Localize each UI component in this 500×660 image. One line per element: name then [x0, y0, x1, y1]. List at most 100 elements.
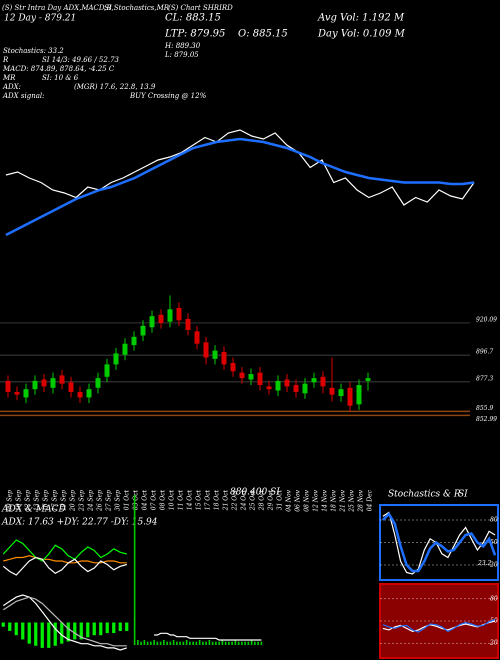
bar — [211, 641, 214, 645]
candle-body — [5, 380, 11, 392]
candle-body — [194, 331, 200, 344]
panel-title: Stochastics & R — [388, 490, 461, 500]
x-tick-label: 30 Sep — [115, 490, 122, 511]
header-high: H: 889.30 — [164, 42, 201, 50]
x-tick-label: 01 Oct — [124, 489, 131, 510]
candle-body — [203, 342, 209, 358]
bar — [133, 495, 136, 645]
candle-body — [158, 314, 164, 324]
header-rsi: SI 14/3: 49.66 / 52.73 — [42, 56, 120, 64]
candle-body — [77, 391, 83, 398]
header-mrsi: SI: 10 & 6 — [42, 74, 79, 82]
bar — [53, 622, 57, 646]
bar — [143, 640, 146, 645]
bar — [66, 622, 70, 642]
bar — [118, 622, 122, 631]
panel-subtitle: 880.400 SI — [230, 488, 280, 498]
x-tick-label: 14 Nov — [322, 489, 329, 511]
x-tick-label: 07 Oct — [151, 489, 158, 510]
x-tick-label: 14 Oct — [187, 489, 194, 510]
panel-subtitle: ADX: 17.63 +DY: 22.77 -DY: 15.94 — [1, 518, 158, 528]
candle-body — [293, 385, 299, 392]
bar — [215, 641, 217, 645]
bar — [260, 641, 263, 645]
bar — [182, 641, 185, 645]
candle-body — [257, 372, 263, 386]
bar — [176, 641, 178, 645]
header-ltp: LTP: 879.95 — [164, 29, 225, 40]
panel-title: SI — [458, 490, 468, 500]
bar — [179, 641, 181, 645]
bar — [185, 640, 188, 645]
header-adx-vals: (MGR) 17.6, 22.8, 13.9 — [74, 83, 156, 91]
header-stoch: Stochastics: 33.2 — [3, 47, 64, 55]
series-line — [5, 129, 475, 206]
y-tick-label: 920.09 — [476, 316, 497, 323]
bar — [254, 641, 256, 645]
candle-body — [185, 318, 191, 330]
header-mr: MR — [2, 74, 16, 82]
bar — [189, 641, 191, 645]
candle-body — [311, 378, 317, 383]
bar — [237, 641, 240, 645]
bar — [40, 622, 44, 648]
bar — [218, 641, 220, 645]
x-tick-label: 26 Sep — [97, 490, 104, 512]
bar — [73, 622, 77, 640]
x-tick-label: 17 Oct — [205, 489, 212, 510]
bar — [8, 622, 12, 631]
x-tick-label: 24 Sep — [88, 490, 95, 512]
bar — [221, 640, 224, 645]
bar — [228, 641, 230, 645]
y-tick-label: 855.9 — [476, 405, 493, 412]
bar — [99, 622, 103, 636]
bar — [241, 641, 243, 645]
x-tick-label: 18 Oct — [214, 489, 221, 510]
series-line — [2, 594, 127, 651]
bar — [34, 622, 38, 646]
x-tick-label: 12 Nov — [313, 489, 320, 511]
bar — [86, 622, 90, 638]
bar — [14, 622, 18, 636]
x-tick-label: 04 Oct — [142, 489, 149, 510]
bar — [159, 641, 162, 645]
y-tick-label: 20 — [489, 562, 498, 569]
series-line — [2, 539, 127, 562]
x-tick-label: 11 Oct — [178, 489, 185, 510]
bar — [166, 641, 168, 645]
y-tick-label: 50 — [490, 539, 498, 546]
x-tick-label: 22 Oct — [232, 489, 239, 511]
bar — [92, 622, 96, 636]
y-tick-label: 896.7 — [476, 349, 493, 356]
series-line — [382, 511, 496, 575]
x-tick-label: 20 Sep — [70, 490, 77, 512]
header-adx-signal-val: BUY Crossing @ 12% — [129, 92, 207, 100]
candle-body — [14, 391, 20, 395]
series-line — [2, 556, 127, 576]
x-tick-label: 19 Sep — [61, 490, 68, 511]
candle-body — [248, 374, 254, 380]
x-tick-label: 25 Nov — [349, 489, 356, 512]
series-line — [382, 511, 497, 573]
header-low: L: 879.05 — [164, 51, 199, 59]
candle-body — [167, 309, 173, 322]
x-tick-label: 09 Sep — [7, 490, 14, 511]
bar — [153, 640, 155, 645]
candle-body — [86, 389, 92, 398]
x-tick-label: 04 Nov — [286, 489, 293, 511]
x-tick-label: 15 Oct — [196, 489, 203, 510]
bar — [250, 640, 253, 645]
candle-body — [140, 325, 146, 336]
x-tick-label: 31 Oct — [277, 489, 284, 510]
x-tick-label: 12 Sep — [25, 490, 32, 511]
x-tick-label: 21 Nov — [340, 489, 347, 512]
bar — [172, 640, 175, 645]
candle-body — [149, 316, 155, 328]
candle-body — [320, 376, 326, 387]
bar — [244, 641, 246, 645]
x-tick-label: 24 Oct — [241, 489, 248, 511]
bar — [257, 641, 259, 645]
bar — [195, 641, 198, 645]
bar — [247, 641, 250, 645]
